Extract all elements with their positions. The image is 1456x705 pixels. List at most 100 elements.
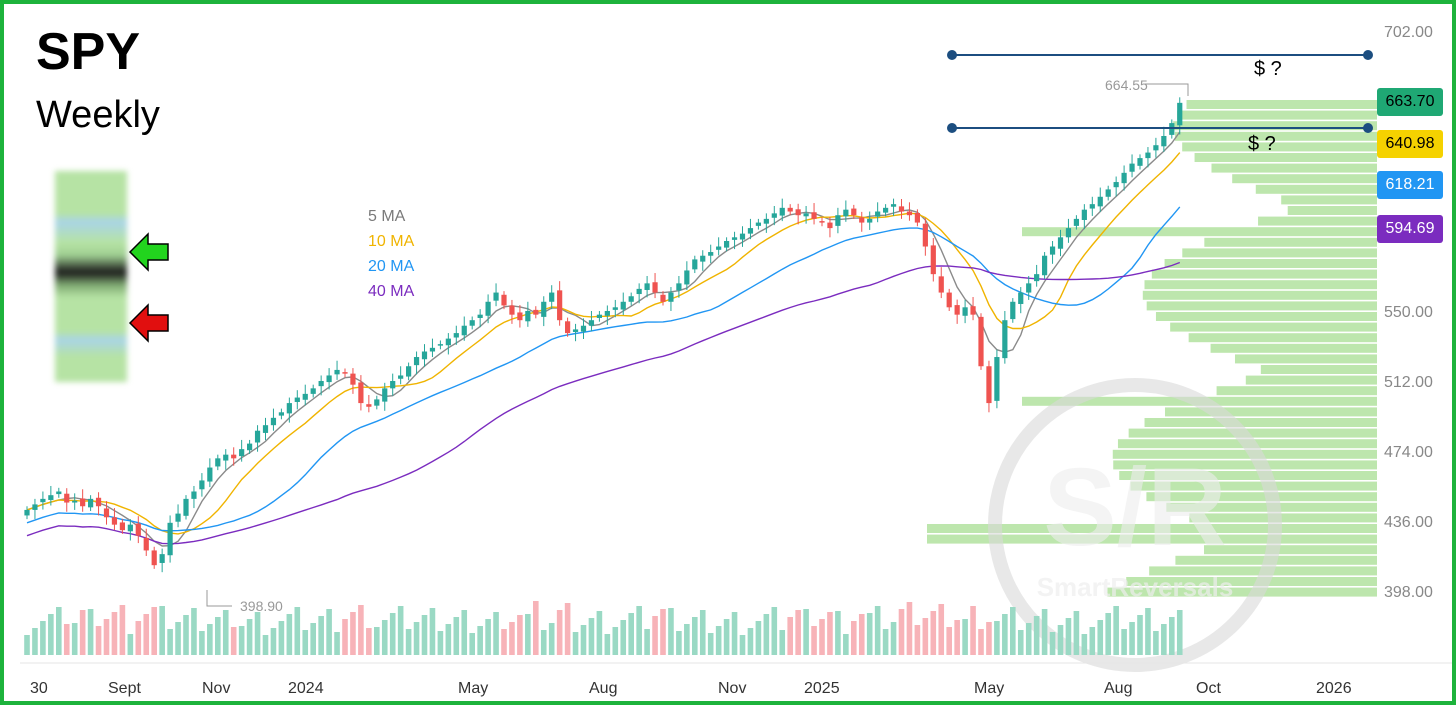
target-line-end — [1363, 50, 1373, 60]
profile-bar — [1173, 121, 1377, 131]
candle-body — [875, 211, 881, 217]
volume-bar — [222, 610, 229, 655]
candle-body — [1121, 172, 1127, 184]
candle-body — [1105, 189, 1111, 197]
volume-bar — [310, 623, 316, 655]
candle-body — [533, 309, 539, 315]
volume-bar — [71, 623, 78, 655]
volume-bar — [1145, 608, 1151, 655]
volume-bar — [32, 628, 38, 655]
profile-bar — [1211, 163, 1377, 173]
volume-bar — [246, 619, 253, 655]
candle-body — [398, 375, 404, 379]
candle-body — [541, 301, 547, 317]
candle-body — [1177, 102, 1183, 126]
volume-bar — [652, 616, 658, 655]
candle-body — [1026, 283, 1032, 293]
volume-bar — [684, 624, 690, 655]
volume-bar — [548, 623, 555, 655]
candle-body — [501, 294, 507, 306]
candle-body — [390, 380, 396, 389]
candle-body — [819, 221, 825, 223]
volume-bar — [1105, 613, 1111, 655]
candle-body — [302, 393, 308, 400]
volume-bar — [755, 621, 762, 655]
volume-bar — [699, 610, 706, 655]
candle-body — [406, 366, 412, 377]
candle-body — [1057, 237, 1064, 249]
candle-body — [946, 292, 952, 308]
volume-bar — [262, 635, 269, 655]
volume-bar — [389, 613, 396, 655]
volume-bar — [199, 631, 205, 655]
candle-body — [469, 320, 475, 326]
volume-bar — [564, 603, 571, 655]
volume-bar — [119, 605, 126, 655]
candle-body — [493, 292, 499, 301]
volume-bar — [1010, 607, 1016, 655]
candle-body — [565, 321, 571, 334]
profile-bar — [1189, 513, 1377, 523]
volume-bar — [994, 621, 1000, 655]
profile-bar — [1204, 237, 1377, 247]
volume-bar — [572, 632, 579, 655]
candle-body — [151, 550, 157, 566]
volume-bar — [747, 628, 754, 655]
candle-body — [771, 213, 777, 218]
volume-bar — [787, 617, 793, 655]
candle-body — [588, 320, 595, 326]
profile-bar — [1155, 312, 1377, 321]
volume-bar — [111, 612, 118, 655]
volume-bar — [1129, 622, 1135, 655]
candle-body — [509, 305, 515, 315]
candle-body — [262, 425, 269, 433]
candle-body — [1065, 228, 1072, 238]
candle-body — [231, 454, 237, 459]
volume-bar — [175, 622, 181, 655]
y-tick-label: 436.00 — [1384, 514, 1433, 531]
candle-body — [477, 314, 483, 318]
candle-body — [962, 307, 968, 316]
candle-body — [326, 375, 332, 383]
price-tag-ma5: 640.98 — [1377, 130, 1443, 158]
candle-body — [40, 498, 46, 503]
volume-bar — [1137, 615, 1143, 655]
volume-bar — [1121, 629, 1127, 655]
volume-bar — [294, 607, 301, 655]
profile-bar — [1182, 248, 1377, 258]
volume-bar — [103, 619, 110, 655]
candle-body — [898, 206, 905, 212]
volume-bar — [556, 610, 563, 655]
candle-body — [429, 347, 436, 352]
volume-bar — [1097, 620, 1104, 655]
volume-bar — [318, 616, 324, 655]
volume-bar — [167, 629, 173, 655]
high-marker-line — [1145, 83, 1189, 96]
candle-body — [453, 333, 459, 338]
volume-bar — [1057, 625, 1064, 655]
volume-bar — [517, 615, 523, 655]
profile-bar — [1232, 174, 1377, 184]
candle-body — [1097, 196, 1103, 207]
volume-bar — [930, 611, 937, 655]
volume-bar — [866, 613, 873, 655]
profile-bar — [1186, 100, 1377, 109]
x-tick-label: May — [458, 680, 488, 697]
volume-bar — [56, 607, 62, 655]
volume-bars — [24, 601, 1183, 655]
candle-body — [254, 430, 261, 443]
candle-body — [700, 255, 706, 262]
candle-body — [660, 294, 666, 302]
watermark-text: SmartReversals — [1037, 572, 1234, 602]
candle-body — [334, 369, 340, 375]
volume-bar — [851, 621, 857, 655]
volume-bar — [707, 633, 714, 655]
volume-bar — [874, 606, 881, 655]
candle-body — [175, 513, 181, 522]
volume-bar — [715, 626, 722, 655]
volume-bar — [230, 627, 237, 655]
x-tick-label: Oct — [1196, 680, 1221, 697]
candle-body — [668, 292, 674, 302]
watermark-logo: S/R — [1043, 446, 1226, 569]
